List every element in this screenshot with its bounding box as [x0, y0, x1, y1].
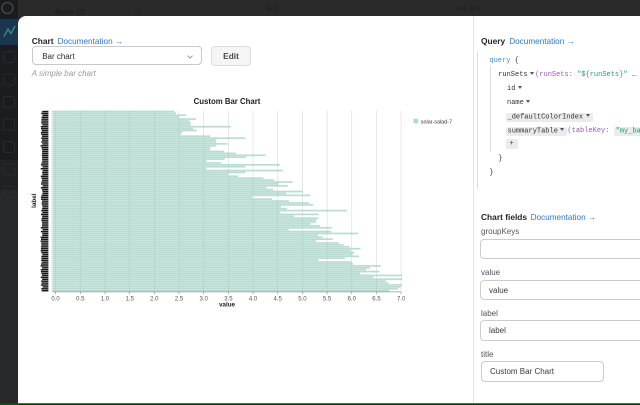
svg-text:6.0: 6.0	[348, 296, 357, 302]
svg-text:4.5: 4.5	[274, 296, 283, 302]
svg-text:0.5: 0.5	[76, 296, 85, 302]
svg-text:Custom Bar Chart: Custom Bar Chart	[194, 97, 261, 106]
svg-text:5.0: 5.0	[298, 296, 307, 302]
svg-text:2.0: 2.0	[150, 296, 159, 302]
svg-text:3.0: 3.0	[200, 296, 209, 302]
svg-text:2.5: 2.5	[175, 296, 184, 302]
svg-text:5.5: 5.5	[323, 296, 332, 302]
svg-text:label: label	[31, 193, 38, 208]
svg-text:solar-salad-7: solar-salad-7	[421, 119, 452, 125]
svg-text:1.0: 1.0	[101, 296, 110, 302]
svg-text:3.5: 3.5	[224, 296, 233, 302]
svg-text:value: value	[219, 302, 236, 309]
svg-text:7.0: 7.0	[397, 296, 406, 302]
svg-text:4.0: 4.0	[249, 296, 258, 302]
svg-text:1.5: 1.5	[125, 296, 134, 302]
svg-text:6.5: 6.5	[372, 296, 381, 302]
svg-text:0.0: 0.0	[51, 296, 60, 302]
